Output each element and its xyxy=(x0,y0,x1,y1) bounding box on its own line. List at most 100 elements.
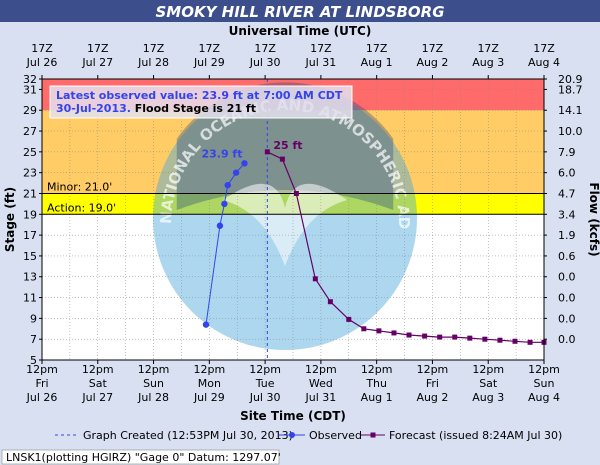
bottom-tick-date: Aug 3 xyxy=(472,391,504,404)
right-tick-label: 10.0 xyxy=(558,125,583,138)
forecast-point xyxy=(376,328,382,334)
top-tick-label: 17Z xyxy=(533,42,555,55)
bottom-tick-date: Aug 1 xyxy=(361,391,393,404)
top-tick-label: 17Z xyxy=(310,42,332,55)
bottom-tick-time: 12pm xyxy=(82,363,114,376)
observed-point xyxy=(224,181,231,189)
footer-box xyxy=(1,449,280,465)
bottom-tick-time: 12pm xyxy=(361,363,393,376)
right-tick-label: 20.9 xyxy=(558,73,583,86)
left-tick-label: 32 xyxy=(23,73,37,86)
bottom-tick-date: Jul 28 xyxy=(137,391,169,404)
left-tick-label: 5 xyxy=(30,354,37,367)
top-tick-label: 17Z xyxy=(199,42,221,55)
bottom-tick-time: 12pm xyxy=(138,363,170,376)
bottom-tick-date: Jul 30 xyxy=(249,391,281,404)
info-date: 30-Jul-2013. xyxy=(56,102,131,115)
bottom-tick-date: Jul 26 xyxy=(26,391,58,404)
top-tick-date: Aug 1 xyxy=(361,56,393,69)
bottom-tick-time: 12pm xyxy=(417,363,449,376)
forecast-point xyxy=(293,190,299,196)
right-tick-label: 14.1 xyxy=(558,104,583,117)
svg-text:30-Jul-2013. Flood Stage is 21: 30-Jul-2013. Flood Stage is 21 ft xyxy=(56,102,256,115)
bottom-tick-day: Mon xyxy=(198,377,221,390)
top-tick-label: 17Z xyxy=(87,42,109,55)
left-tick-label: 11 xyxy=(23,292,37,305)
top-tick-label: 17Z xyxy=(366,42,388,55)
top-tick-date: Jul 31 xyxy=(305,56,337,69)
right-tick-label: 1.9 xyxy=(558,229,576,242)
top-tick-label: 17Z xyxy=(31,42,53,55)
bottom-tick-day: Fri xyxy=(426,377,439,390)
left-tick-label: 9 xyxy=(30,312,37,325)
top-tick-date: Jul 27 xyxy=(81,56,113,69)
top-tick-date: Jul 29 xyxy=(193,56,225,69)
top-tick-date: Jul 26 xyxy=(26,56,58,69)
legend-created-label: Graph Created (12:53PM Jul 30, 2013) xyxy=(83,429,293,442)
info-flood-stage: Flood Stage is 21 ft xyxy=(131,102,256,115)
observed-point xyxy=(221,200,228,208)
left-tick-label: 17 xyxy=(23,229,37,242)
bottom-tick-date: Jul 29 xyxy=(193,391,225,404)
legend-forecast-label: Forecast (issued 8:24AM Jul 30) xyxy=(389,429,562,442)
left-tick-label: 7 xyxy=(30,333,37,346)
top-tick-date: Aug 4 xyxy=(528,56,560,69)
observed-point xyxy=(216,222,224,229)
forecast-point xyxy=(422,333,428,339)
right-tick-label: 7.9 xyxy=(558,146,576,159)
bottom-tick-time: 12pm xyxy=(305,363,337,376)
info-line-1: Latest observed value: 23.9 ft at 7:00 A… xyxy=(56,89,343,102)
top-tick-label: 17Z xyxy=(254,42,276,55)
right-tick-label: 3.4 xyxy=(558,208,576,221)
forecast-point xyxy=(482,336,488,342)
title-bar xyxy=(0,0,600,22)
forecast-point xyxy=(327,299,333,305)
bottom-tick-time: 12pm xyxy=(26,363,58,376)
right-tick-label: 0.0 xyxy=(558,271,576,284)
left-tick-label: 19 xyxy=(23,208,37,221)
forecast-point xyxy=(312,276,318,282)
legend-observed-marker xyxy=(289,432,295,438)
forecast-point xyxy=(391,330,397,336)
forecast-point xyxy=(279,156,285,162)
observed-point xyxy=(232,169,240,176)
bottom-axis-title: Site Time (CDT) xyxy=(240,409,346,423)
observed-crest-label: 23.9 ft xyxy=(201,147,242,160)
bottom-tick-day: Tue xyxy=(255,377,275,390)
footer-datum: LNSK1(plotting HGIRZ) "Gage 0" Datum: 12… xyxy=(6,451,281,464)
bottom-tick-date: Jul 27 xyxy=(81,391,113,404)
observed-point xyxy=(241,160,248,167)
bottom-tick-time: 12pm xyxy=(249,363,281,376)
bottom-tick-time: 12pm xyxy=(193,363,225,376)
bottom-tick-day: Thu xyxy=(365,377,387,390)
bottom-tick-day: Sun xyxy=(534,377,555,390)
legend-forecast-marker xyxy=(370,432,376,438)
observed-point xyxy=(202,321,210,328)
threshold-label-0: Minor: 21.0' xyxy=(47,180,112,193)
right-tick-label: 0.0 xyxy=(558,312,576,325)
left-tick-label: 25 xyxy=(23,146,37,159)
bottom-tick-time: 12pm xyxy=(472,363,504,376)
bottom-tick-date: Jul 31 xyxy=(305,391,337,404)
forecast-point xyxy=(361,326,367,332)
right-tick-label: 6.0 xyxy=(558,167,576,180)
bottom-tick-day: Fri xyxy=(35,377,48,390)
forecast-point xyxy=(346,316,352,322)
right-tick-label: 0.6 xyxy=(558,250,576,263)
top-tick-date: Aug 3 xyxy=(472,56,504,69)
top-tick-date: Jul 28 xyxy=(137,56,169,69)
bottom-tick-date: Aug 2 xyxy=(416,391,448,404)
forecast-point xyxy=(452,334,458,340)
left-axis-title: Stage (ft) xyxy=(3,187,17,252)
bottom-tick-day: Sat xyxy=(479,377,498,390)
forecast-point xyxy=(467,335,473,341)
top-tick-label: 17Z xyxy=(422,42,444,55)
top-tick-label: 17Z xyxy=(477,42,499,55)
chart-title: SMOKY HILL RIVER AT LINDSBORG xyxy=(155,3,444,21)
right-tick-label: 0.0 xyxy=(558,333,576,346)
right-tick-label: 4.7 xyxy=(558,187,576,200)
bottom-tick-day: Sun xyxy=(143,377,164,390)
threshold-label-1: Action: 19.0' xyxy=(47,201,116,214)
left-tick-label: 29 xyxy=(23,104,37,117)
